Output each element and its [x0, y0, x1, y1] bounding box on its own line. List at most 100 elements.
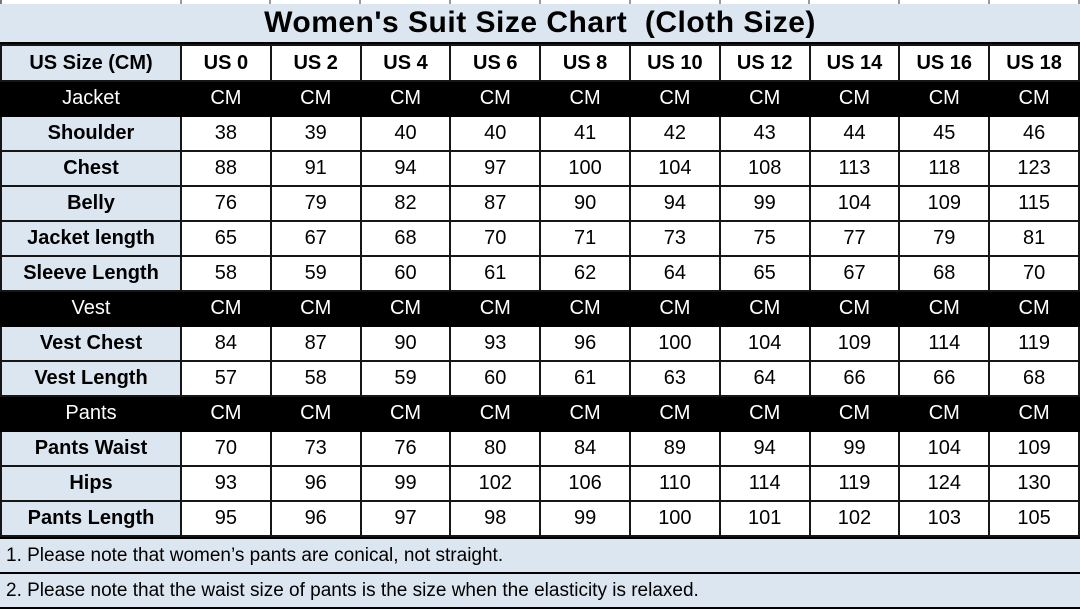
value-cell: 97 — [359, 500, 452, 537]
unit-cell: CM — [539, 290, 631, 327]
section-label: Jacket — [0, 80, 182, 117]
value-cell: 70 — [449, 220, 542, 257]
unit-cell: CM — [449, 395, 542, 432]
value-cell: 99 — [539, 500, 631, 537]
value-cell: 58 — [180, 255, 272, 292]
unit-cell: CM — [359, 395, 452, 432]
value-cell: 90 — [359, 325, 452, 362]
value-cell: 97 — [449, 150, 542, 187]
value-cell: 109 — [988, 430, 1080, 467]
value-cell: 94 — [718, 430, 811, 467]
unit-cell: CM — [269, 80, 362, 117]
page-title: Women's Suit Size Chart (Cloth Size) — [0, 4, 1080, 44]
value-cell: 87 — [449, 185, 542, 222]
value-cell: 104 — [718, 325, 811, 362]
unit-cell: CM — [988, 80, 1080, 117]
value-cell: 57 — [180, 360, 272, 397]
value-cell: 62 — [539, 255, 631, 292]
value-cell: 42 — [628, 115, 721, 152]
value-cell: 101 — [718, 500, 811, 537]
value-cell: 98 — [449, 500, 542, 537]
value-cell: 82 — [359, 185, 452, 222]
value-cell: 96 — [269, 465, 362, 502]
unit-cell: CM — [898, 290, 991, 327]
unit-cell: CM — [628, 395, 721, 432]
value-cell: 73 — [269, 430, 362, 467]
unit-cell: CM — [269, 395, 362, 432]
value-cell: 115 — [988, 185, 1080, 222]
value-cell: 80 — [449, 430, 542, 467]
unit-cell: CM — [449, 80, 542, 117]
value-cell: 76 — [180, 185, 272, 222]
value-cell: 43 — [718, 115, 811, 152]
unit-cell: CM — [539, 395, 631, 432]
value-cell: 104 — [898, 430, 991, 467]
value-cell: 70 — [988, 255, 1080, 292]
value-cell: 94 — [628, 185, 721, 222]
size-chart-table: US Size (CM) US 0 US 2 US 4 US 6 US 8 US 10 US… — [0, 44, 1080, 537]
column-header: US 18 — [988, 44, 1080, 82]
top-column-ticks — [0, 0, 1080, 4]
value-cell: 100 — [539, 150, 631, 187]
value-cell: 95 — [180, 500, 272, 537]
value-cell: 88 — [180, 150, 272, 187]
unit-cell: CM — [180, 80, 272, 117]
column-header: US 6 — [449, 44, 542, 82]
unit-cell: CM — [808, 290, 901, 327]
unit-cell: CM — [359, 290, 452, 327]
value-cell: 59 — [269, 255, 362, 292]
value-cell: 77 — [808, 220, 901, 257]
column-header: US 8 — [539, 44, 631, 82]
table-row: Pants Length 95 96 97 98 99 100 101 102 103 105 — [0, 500, 1080, 537]
value-cell: 103 — [898, 500, 991, 537]
unit-cell: CM — [269, 290, 362, 327]
value-cell: 79 — [269, 185, 362, 222]
table-row: Shoulder 38 39 40 40 41 42 43 44 45 46 — [0, 115, 1080, 152]
value-cell: 124 — [898, 465, 991, 502]
value-cell: 45 — [898, 115, 991, 152]
section-row: Pants CM CM CM CM CM CM CM CM CM CM — [0, 395, 1080, 432]
row-label: Vest Length — [0, 360, 182, 397]
value-cell: 65 — [718, 255, 811, 292]
value-cell: 68 — [898, 255, 991, 292]
unit-cell: CM — [180, 290, 272, 327]
value-cell: 75 — [718, 220, 811, 257]
table-row: Sleeve Length 58 59 60 61 62 64 65 67 68 70 — [0, 255, 1080, 292]
value-cell: 46 — [988, 115, 1080, 152]
row-label: Pants Length — [0, 500, 182, 537]
value-cell: 100 — [628, 500, 721, 537]
value-cell: 119 — [988, 325, 1080, 362]
value-cell: 102 — [449, 465, 542, 502]
table-row: Vest Length 57 58 59 60 61 63 64 66 66 68 — [0, 360, 1080, 397]
footnote: 2. Please note that the waist size of pa… — [0, 572, 1080, 609]
value-cell: 84 — [180, 325, 272, 362]
value-cell: 114 — [898, 325, 991, 362]
footnotes: 1. Please note that women’s pants are co… — [0, 537, 1080, 609]
value-cell: 99 — [808, 430, 901, 467]
unit-cell: CM — [898, 80, 991, 117]
value-cell: 113 — [808, 150, 901, 187]
value-cell: 81 — [988, 220, 1080, 257]
row-label: Shoulder — [0, 115, 182, 152]
section-row: Jacket CM CM CM CM CM CM CM CM CM CM — [0, 80, 1080, 117]
value-cell: 58 — [269, 360, 362, 397]
value-cell: 100 — [628, 325, 721, 362]
value-cell: 119 — [808, 465, 901, 502]
value-cell: 67 — [808, 255, 901, 292]
value-cell: 109 — [898, 185, 991, 222]
value-cell: 123 — [988, 150, 1080, 187]
unit-cell: CM — [808, 80, 901, 117]
section-label: Pants — [0, 395, 182, 432]
table-row: Chest 88 91 94 97 100 104 108 113 118 123 — [0, 150, 1080, 187]
unit-cell: CM — [180, 395, 272, 432]
column-header: US 4 — [359, 44, 452, 82]
value-cell: 71 — [539, 220, 631, 257]
row-label: Vest Chest — [0, 325, 182, 362]
value-cell: 130 — [988, 465, 1080, 502]
value-cell: 64 — [628, 255, 721, 292]
value-cell: 40 — [359, 115, 452, 152]
unit-cell: CM — [988, 395, 1080, 432]
unit-cell: CM — [718, 395, 811, 432]
value-cell: 70 — [180, 430, 272, 467]
